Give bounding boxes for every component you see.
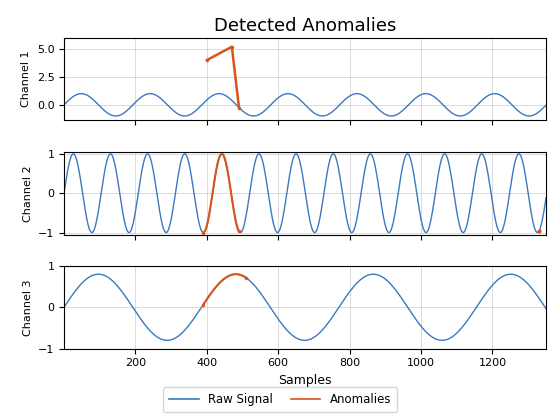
X-axis label: Samples: Samples <box>278 374 332 387</box>
Y-axis label: Channel 2: Channel 2 <box>23 165 32 221</box>
Y-axis label: Channel 1: Channel 1 <box>21 51 31 108</box>
Y-axis label: Channel 3: Channel 3 <box>23 279 32 336</box>
Legend: Raw Signal, Anomalies: Raw Signal, Anomalies <box>163 387 397 412</box>
Title: Detected Anomalies: Detected Anomalies <box>214 17 396 35</box>
